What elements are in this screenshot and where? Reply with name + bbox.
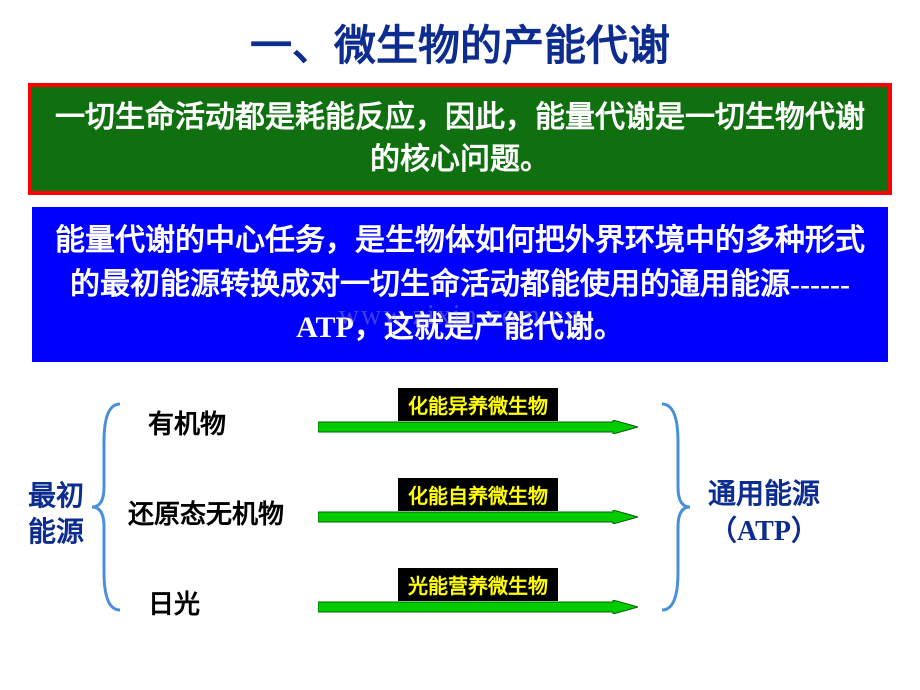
energy-diagram: 最初 能源 有机物 还原态无机物 日光 化能异养微生物 化能自养微生物 光能营养… — [28, 384, 892, 644]
arrow-label-3: 光能营养微生物 — [398, 568, 558, 601]
arrow-chemoautotroph: 化能自养微生物 — [318, 480, 638, 526]
arrow-label-1: 化能异养微生物 — [398, 388, 558, 421]
right-brace-icon — [658, 402, 692, 612]
statement-box-1: 一切生命活动都是耗能反应，因此，能量代谢是一切生物代谢的核心问题。 — [28, 83, 892, 195]
arrow-phototroph: 光能营养微生物 — [318, 570, 638, 616]
statement-box-2: 能量代谢的中心任务，是生物体如何把外界环境中的多种形式的最初能源转换成对一切生命… — [28, 203, 892, 366]
initial-energy-label: 最初 能源 — [28, 479, 84, 552]
arrow-icon — [318, 510, 638, 524]
source-organic: 有机物 — [148, 404, 226, 441]
page-title: 一、微生物的产能代谢 — [0, 0, 920, 83]
initial-energy-line1: 最初 — [28, 481, 84, 512]
universal-energy-line1: 通用能源 — [708, 479, 820, 510]
arrow-icon — [318, 600, 638, 614]
arrow-label-2: 化能自养微生物 — [398, 478, 558, 511]
source-sunlight: 日光 — [148, 584, 200, 621]
left-brace-icon — [90, 402, 124, 612]
universal-energy-line2: （ATP） — [709, 516, 819, 547]
universal-energy-label: 通用能源 （ATP） — [708, 476, 820, 552]
source-inorganic: 还原态无机物 — [128, 494, 284, 531]
arrow-icon — [318, 420, 638, 434]
initial-energy-line2: 能源 — [28, 517, 84, 548]
arrow-chemoheterotroph: 化能异养微生物 — [318, 390, 638, 436]
